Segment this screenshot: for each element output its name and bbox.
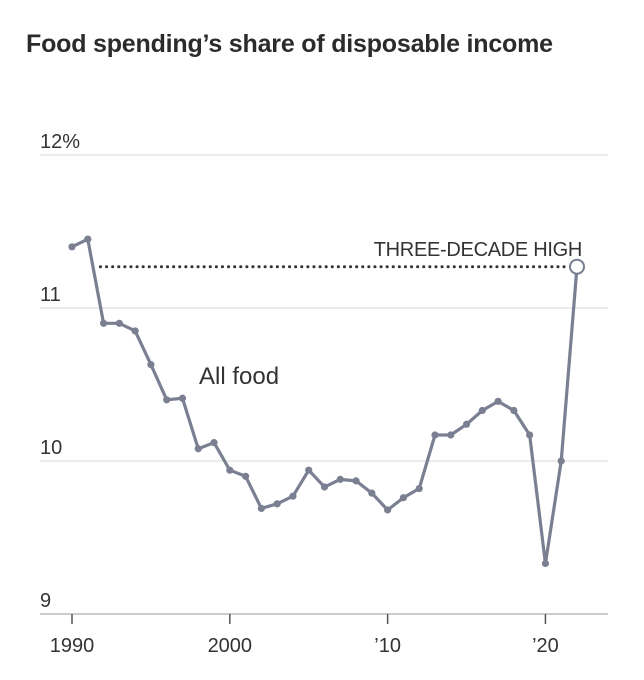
x-tick-label: 2000	[208, 635, 253, 657]
grid-layer: 12% 11 10 9	[40, 131, 608, 615]
data-point	[241, 472, 250, 480]
series-layer	[68, 235, 585, 568]
data-point	[131, 327, 139, 335]
data-point	[352, 477, 360, 485]
data-point	[289, 492, 297, 500]
data-point	[510, 406, 518, 415]
x-tick-label: 1990	[50, 635, 95, 657]
data-point	[415, 484, 423, 493]
data-point	[226, 466, 234, 474]
data-point	[541, 559, 550, 568]
data-point	[447, 431, 455, 439]
data-point	[99, 319, 108, 327]
x-tick-label: ’20	[532, 635, 559, 657]
data-point-highlight	[569, 258, 585, 275]
data-point	[399, 494, 408, 502]
data-point	[431, 431, 439, 439]
data-point	[163, 396, 171, 404]
x-tick-label: ’10	[374, 635, 401, 657]
y-tick-label: 9	[40, 590, 51, 612]
data-point	[305, 466, 313, 474]
data-point	[178, 394, 187, 402]
data-point	[320, 483, 329, 491]
data-point	[84, 235, 92, 243]
data-point	[336, 475, 344, 483]
data-point	[368, 489, 376, 497]
data-point	[478, 406, 486, 415]
data-point	[273, 500, 281, 508]
y-tick-label: 12%	[40, 131, 80, 153]
data-point	[68, 243, 76, 251]
data-point	[194, 445, 202, 453]
series-label: All food	[199, 363, 279, 390]
y-tick-label: 11	[40, 284, 61, 306]
data-point	[557, 457, 565, 465]
data-point	[462, 420, 471, 428]
chart-title: Food spending’s share of disposable inco…	[26, 30, 553, 58]
data-point	[147, 361, 155, 369]
annotation-layer: All food THREE-DECADE HIGH	[199, 239, 582, 390]
data-point	[257, 504, 265, 513]
data-point	[526, 431, 534, 439]
data-point	[494, 397, 502, 405]
data-point	[115, 319, 123, 327]
x-axis: 1990 2000 ’10 ’20	[50, 614, 559, 657]
reference-label: THREE-DECADE HIGH	[374, 239, 582, 261]
data-point	[210, 439, 218, 447]
data-point	[384, 506, 392, 514]
y-tick-label: 10	[40, 437, 62, 459]
